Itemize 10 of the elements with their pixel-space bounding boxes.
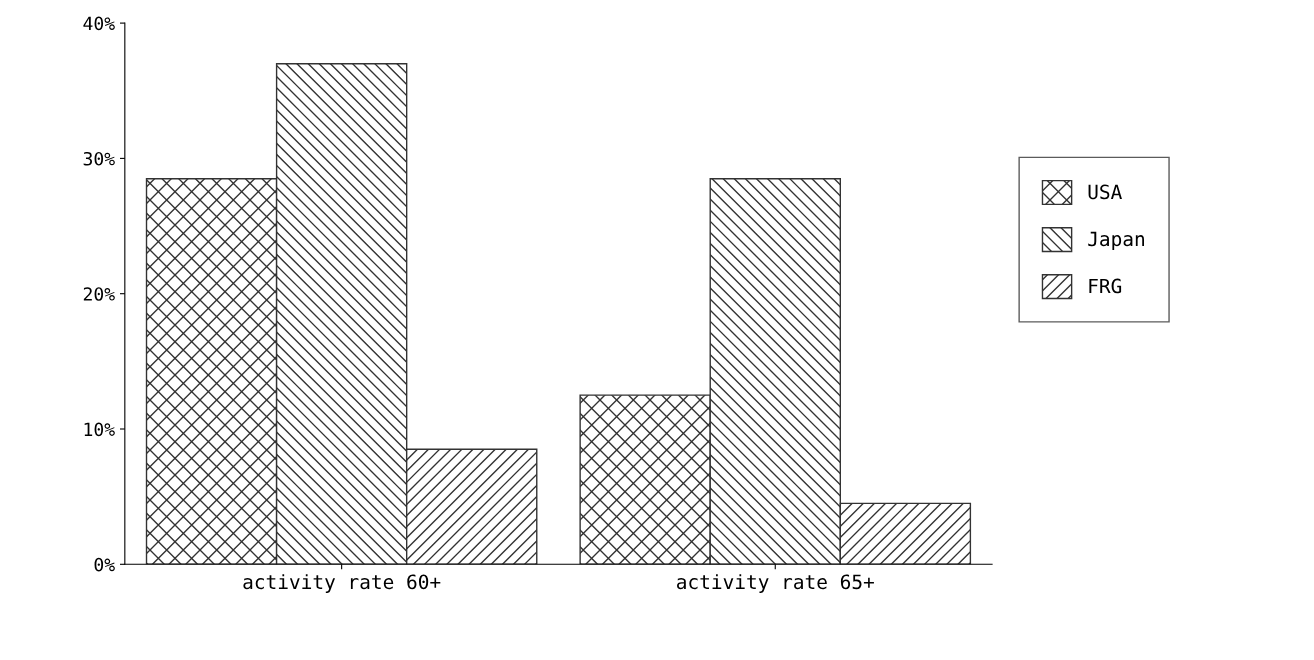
x-tick-label: activity rate 65+ xyxy=(677,574,874,593)
x-tick-label: activity rate 60+ xyxy=(243,574,441,593)
legend-label: FRG xyxy=(1089,278,1122,294)
legend-label: Japan xyxy=(1088,231,1144,251)
legend-label: USA xyxy=(1088,184,1122,200)
y-tick-label: 10% xyxy=(84,422,115,437)
y-tick-label: 0% xyxy=(94,557,115,572)
y-tick-label: 40% xyxy=(83,16,115,31)
y-tick-label: 30% xyxy=(83,151,115,166)
y-tick-label: 20% xyxy=(83,287,115,301)
